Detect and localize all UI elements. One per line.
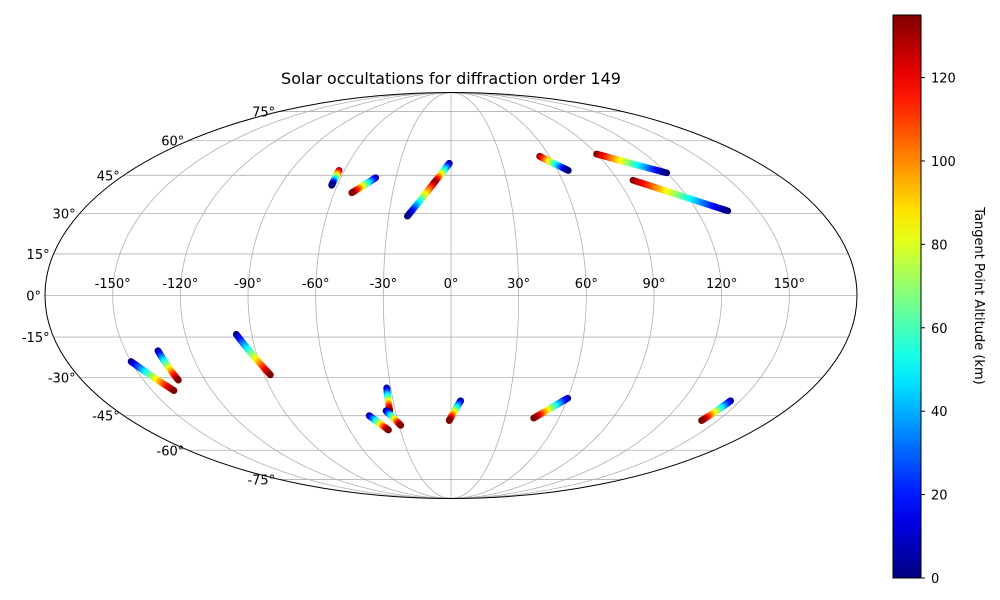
- map-boundary: [44, 92, 858, 499]
- colorbar-tick-label: 120: [931, 72, 956, 87]
- latitude-tick-labels: 75° 60° 45° 30° 15° 0° -15° -30° -45° -60° -75°: [22, 106, 275, 489]
- colorbar-tick-label: 80: [931, 238, 948, 253]
- latitude-tick-label: 15°: [27, 248, 50, 263]
- occultation-track: [154, 347, 182, 384]
- latitude-tick-label: 30°: [53, 207, 76, 222]
- latitude-tick-label: -15°: [22, 331, 50, 346]
- colorbar-tick-label: 100: [931, 155, 956, 170]
- track-point: [663, 169, 671, 177]
- occultation-track: [328, 167, 343, 189]
- longitude-tick-label: -60°: [302, 277, 330, 292]
- occultation-track: [404, 179, 438, 220]
- colorbar-label: Tangent Point Altitude (km): [971, 206, 986, 384]
- longitude-tick-label: -90°: [234, 277, 262, 292]
- track-point: [328, 181, 336, 189]
- longitude-tick-label: -150°: [95, 277, 131, 292]
- track-point: [404, 212, 411, 220]
- colorbar-tick-label: 0: [931, 572, 939, 587]
- occultation-track: [698, 397, 735, 424]
- track-point: [530, 414, 538, 422]
- occultation-track: [536, 152, 572, 174]
- longitude-tick-labels: -150° -120° -90° -60° -30° 0° 30° 60° 90° 120° 150…: [95, 277, 805, 292]
- occultation-track: [530, 394, 572, 422]
- latitude-tick-label: 75°: [252, 106, 275, 121]
- occultation-track: [232, 330, 274, 379]
- graticule: [45, 92, 857, 499]
- colorbar-tick-label: 20: [931, 489, 948, 504]
- track-point: [174, 376, 182, 384]
- longitude-tick-label: -30°: [369, 277, 397, 292]
- latitude-tick-label: -75°: [247, 473, 275, 488]
- track-point: [266, 371, 274, 379]
- track-point: [724, 207, 732, 215]
- latitude-tick-label: 60°: [161, 135, 184, 150]
- occultation-track: [348, 174, 380, 197]
- chart-title: Solar occultations for diffraction order…: [281, 69, 621, 88]
- latitude-tick-label: 45°: [97, 169, 120, 184]
- latitude-tick-label: 0°: [26, 290, 41, 305]
- occultation-track: [445, 397, 465, 424]
- track-point: [385, 426, 392, 434]
- latitude-tick-label: -45°: [92, 410, 120, 425]
- longitude-tick-label: 30°: [507, 277, 530, 292]
- latitude-tick-label: -30°: [48, 372, 76, 387]
- longitude-tick-label: -120°: [162, 277, 198, 292]
- occultation-track: [629, 176, 732, 215]
- track-point: [170, 387, 178, 394]
- colorbar-tick-label: 60: [931, 322, 948, 337]
- occultation-track: [593, 150, 671, 177]
- colorbar-tick-label: 40: [931, 405, 948, 420]
- track-point: [348, 189, 356, 197]
- colorbar-ticks: 0 20 40 60 80 100 120: [921, 72, 956, 587]
- track-point: [397, 421, 405, 429]
- longitude-tick-label: 150°: [774, 277, 805, 292]
- occultation-track: [127, 358, 178, 394]
- colorbar-gradient: [892, 14, 922, 579]
- latitude-tick-label: -60°: [157, 444, 185, 459]
- occultation-track: [382, 407, 405, 429]
- occultation-tracks: [127, 150, 735, 434]
- track-point: [564, 167, 572, 174]
- longitude-tick-label: 60°: [575, 277, 598, 292]
- longitude-tick-label: 120°: [706, 277, 737, 292]
- colorbar: 0 20 40 60 80 100 120 Tangent Point Altitude (…: [892, 14, 986, 587]
- occultation-track: [365, 412, 392, 434]
- track-point: [698, 417, 705, 424]
- longitude-tick-label: 90°: [642, 277, 665, 292]
- longitude-tick-label: 0°: [444, 277, 459, 292]
- track-point: [445, 417, 453, 424]
